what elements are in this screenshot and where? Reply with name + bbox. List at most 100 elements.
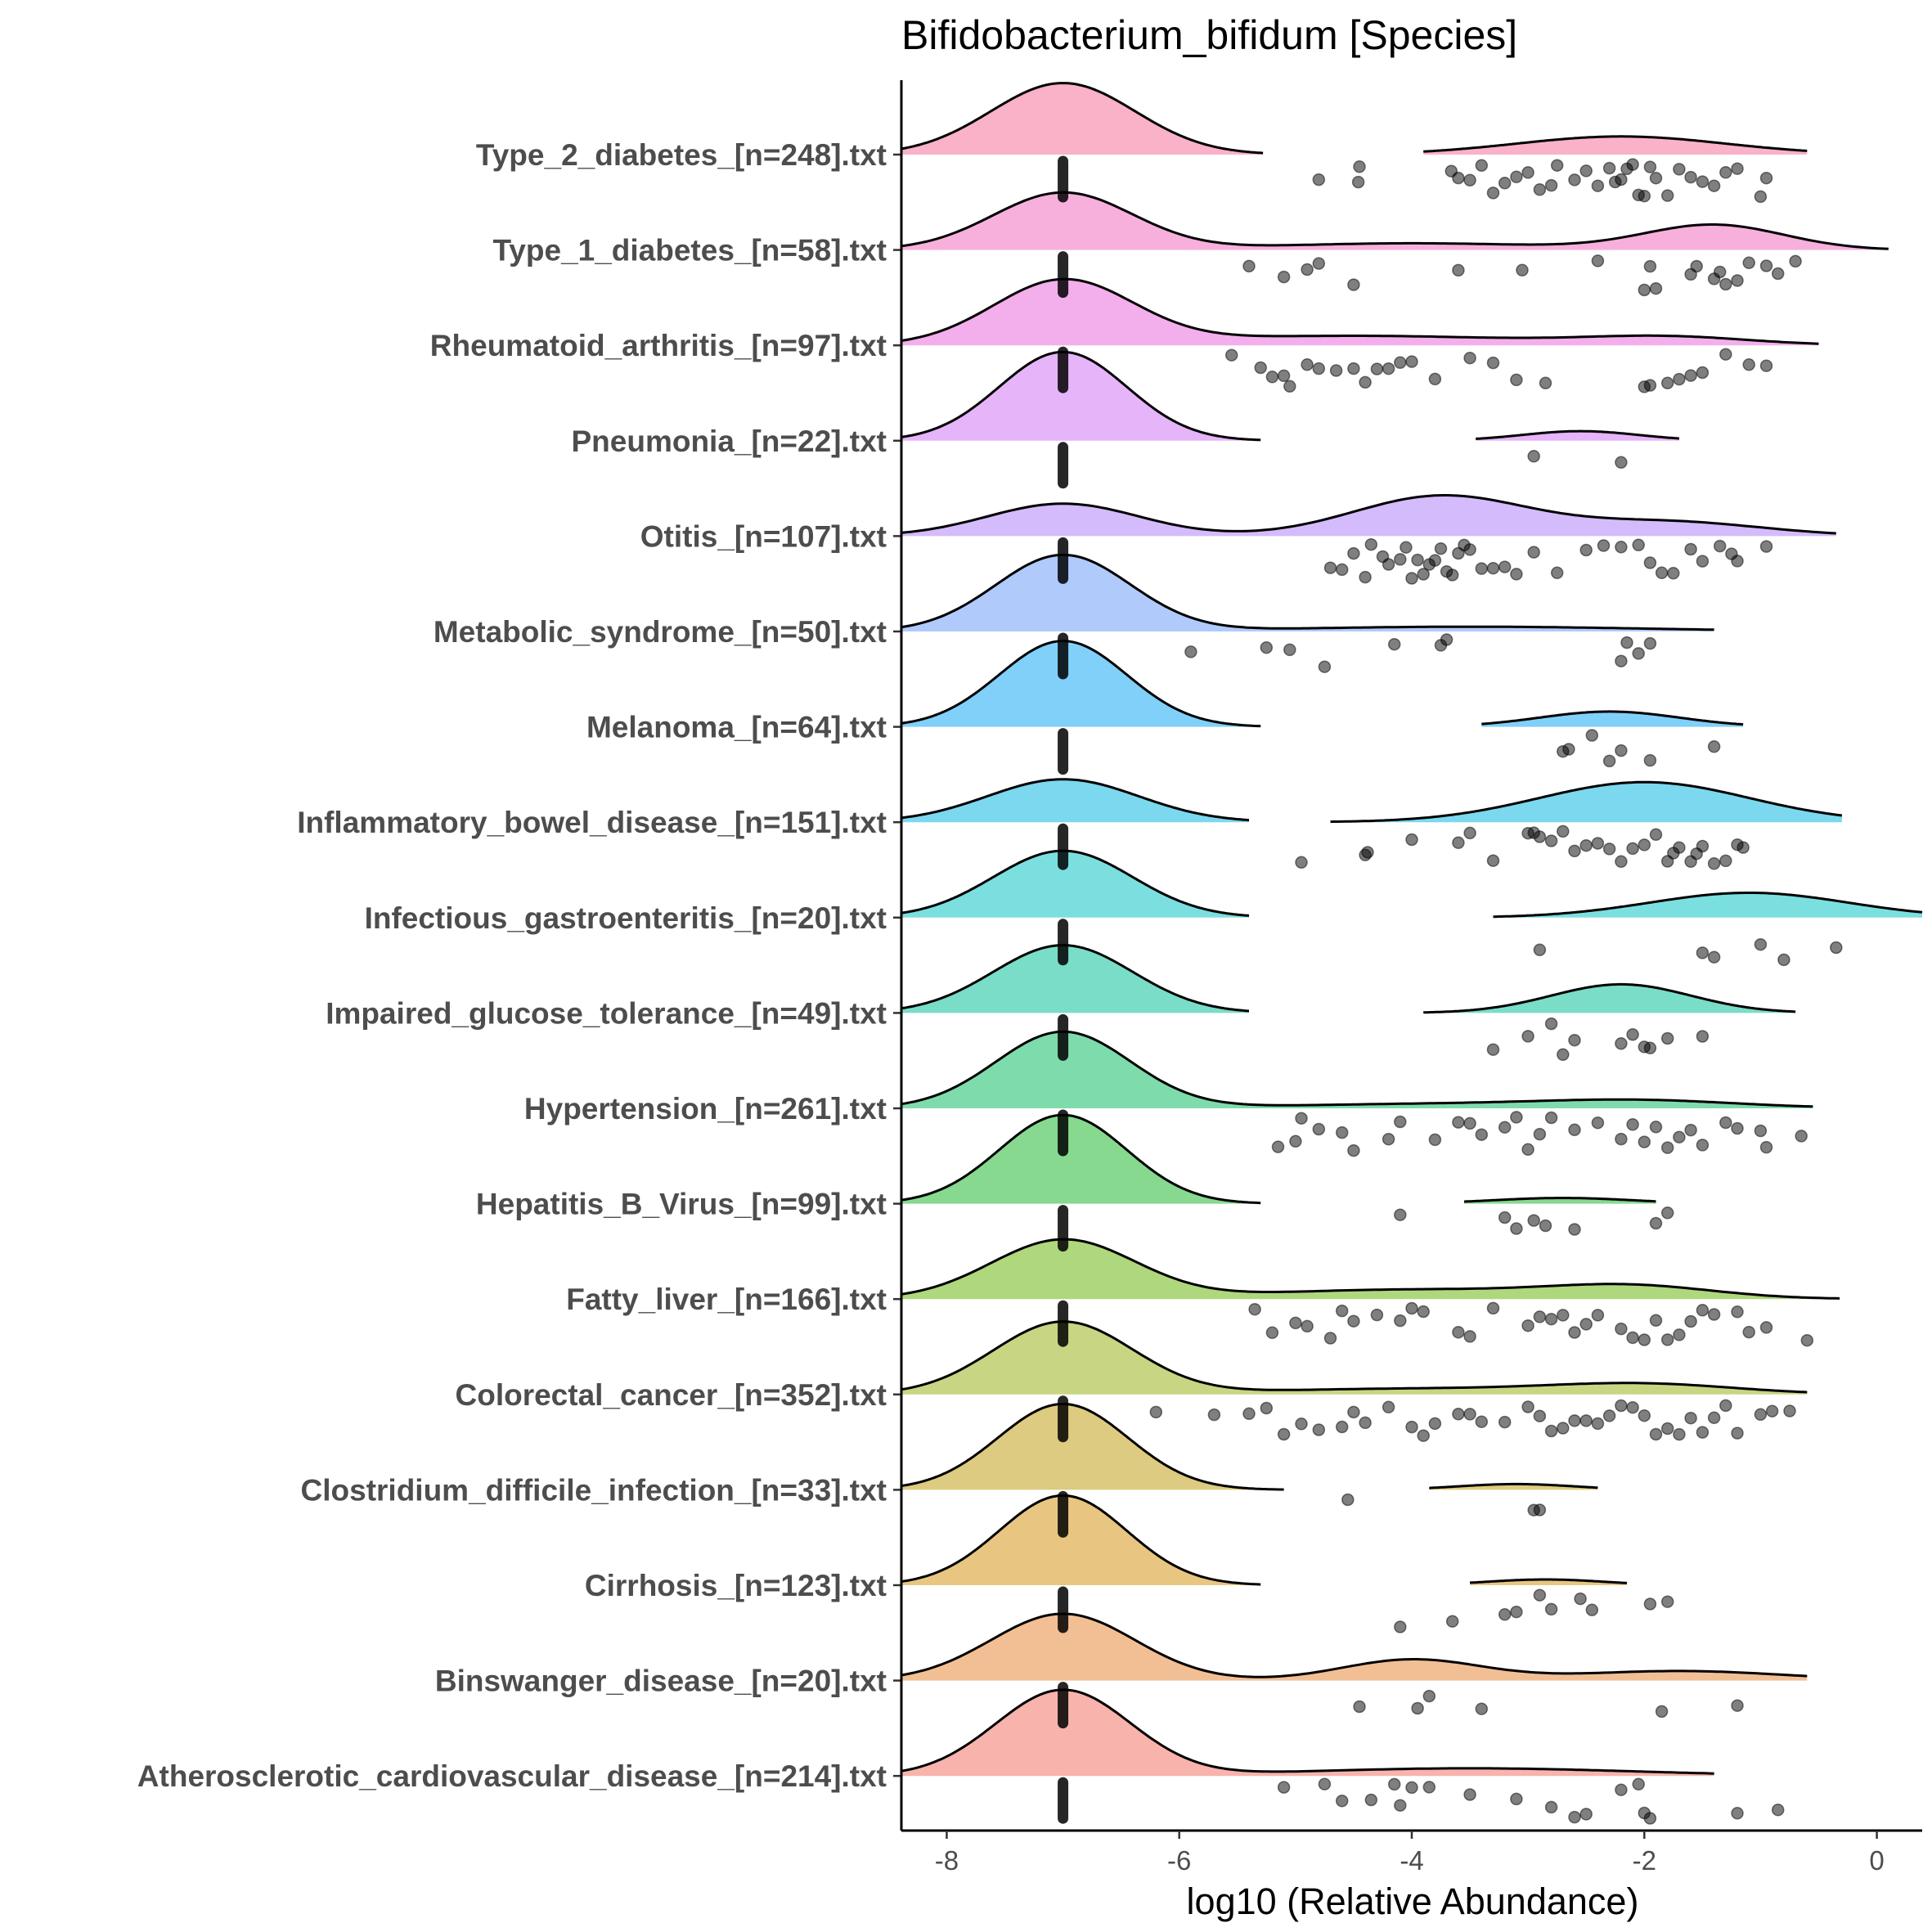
data-point bbox=[1353, 160, 1366, 173]
data-point bbox=[1742, 1325, 1755, 1339]
data-point bbox=[1323, 1332, 1337, 1345]
data-point bbox=[1533, 1409, 1547, 1422]
density-fill bbox=[1330, 782, 1842, 823]
density-fill bbox=[1423, 136, 1808, 155]
data-point bbox=[1400, 541, 1413, 554]
density-curve bbox=[901, 1494, 1261, 1586]
data-point bbox=[1265, 1326, 1279, 1340]
data-point bbox=[1463, 1117, 1476, 1130]
data-point bbox=[1649, 281, 1663, 295]
density-fill bbox=[901, 192, 1889, 250]
data-point bbox=[1696, 1304, 1710, 1317]
data-point bbox=[1428, 554, 1442, 567]
data-point bbox=[1510, 373, 1523, 387]
data-point bbox=[1382, 1132, 1395, 1146]
data-point bbox=[1550, 159, 1564, 172]
data-point bbox=[1533, 1127, 1547, 1141]
data-point bbox=[1394, 1620, 1407, 1633]
data-point bbox=[1602, 754, 1616, 768]
data-point bbox=[1463, 351, 1476, 365]
density-fill bbox=[901, 1115, 1261, 1204]
data-point bbox=[1713, 539, 1727, 553]
y-tick-label: Infectious_gastroenteritis_[n=20].txt bbox=[365, 901, 887, 935]
data-point bbox=[1754, 1408, 1768, 1422]
data-point bbox=[1579, 1318, 1593, 1331]
y-tick-label: Melanoma_[n=64].txt bbox=[586, 711, 887, 744]
data-point bbox=[1486, 854, 1500, 867]
data-point bbox=[1335, 1420, 1349, 1434]
data-point bbox=[1242, 1407, 1256, 1421]
data-point bbox=[1516, 263, 1529, 277]
data-point bbox=[1544, 1800, 1558, 1814]
data-point bbox=[1759, 1321, 1773, 1334]
data-point bbox=[1707, 740, 1721, 753]
data-point bbox=[1277, 270, 1291, 284]
data-point bbox=[1301, 358, 1314, 371]
data-point bbox=[1579, 1414, 1593, 1427]
data-point bbox=[1660, 1206, 1674, 1220]
data-point bbox=[1615, 855, 1628, 869]
data-point bbox=[1283, 380, 1296, 393]
data-point bbox=[1405, 1420, 1418, 1434]
data-point bbox=[1568, 1123, 1581, 1137]
data-point bbox=[1626, 842, 1639, 856]
data-point bbox=[1568, 1326, 1581, 1339]
data-point bbox=[1615, 173, 1628, 186]
data-point bbox=[1347, 1143, 1360, 1157]
data-point bbox=[1498, 177, 1512, 190]
data-point bbox=[1765, 1404, 1779, 1418]
data-point bbox=[1539, 376, 1552, 390]
data-point bbox=[1638, 283, 1651, 297]
data-point bbox=[1533, 943, 1547, 957]
data-point bbox=[1544, 834, 1558, 847]
density-curve bbox=[901, 553, 1714, 631]
data-point bbox=[1615, 1322, 1628, 1336]
data-point bbox=[1649, 1121, 1663, 1134]
data-point bbox=[1533, 183, 1547, 196]
data-point bbox=[1370, 1308, 1384, 1322]
density-layer bbox=[901, 82, 1923, 1777]
data-point bbox=[1655, 1705, 1669, 1719]
data-point bbox=[1463, 826, 1476, 840]
density-fill bbox=[1481, 711, 1744, 727]
data-point bbox=[1591, 837, 1605, 850]
data-point bbox=[1405, 355, 1418, 368]
data-point bbox=[1382, 558, 1395, 571]
data-point bbox=[1759, 259, 1773, 272]
data-point bbox=[1521, 1030, 1534, 1043]
data-point bbox=[1597, 539, 1611, 552]
data-point bbox=[1445, 568, 1459, 582]
data-point bbox=[1347, 278, 1360, 291]
y-tick-label: Binswanger_disease_[n=20].txt bbox=[435, 1665, 887, 1698]
data-point bbox=[1615, 1037, 1628, 1050]
data-point bbox=[1591, 1116, 1605, 1130]
y-tick-label: Cirrhosis_[n=123].txt bbox=[585, 1569, 887, 1602]
data-point bbox=[1649, 1216, 1663, 1230]
data-point bbox=[1486, 1043, 1500, 1056]
chart-title: Bifidobacterium_bifidum [Species] bbox=[901, 12, 1517, 58]
data-point bbox=[1638, 838, 1651, 851]
data-point bbox=[1452, 1116, 1465, 1129]
data-point bbox=[1394, 1799, 1407, 1812]
data-point bbox=[1626, 1400, 1639, 1414]
data-point bbox=[1289, 1316, 1302, 1330]
data-point bbox=[1521, 1400, 1534, 1413]
density-fill bbox=[1493, 892, 1922, 918]
data-point bbox=[1719, 1399, 1732, 1413]
data-point bbox=[1638, 189, 1651, 203]
data-point bbox=[1422, 1781, 1436, 1794]
data-point bbox=[1533, 1310, 1547, 1323]
data-point bbox=[1696, 555, 1710, 568]
data-point bbox=[1405, 1781, 1418, 1795]
data-point bbox=[1649, 171, 1663, 185]
data-point bbox=[1486, 561, 1500, 575]
data-point bbox=[1335, 1794, 1349, 1808]
data-point bbox=[1411, 553, 1424, 567]
data-point bbox=[1260, 640, 1274, 654]
density-curve bbox=[1330, 780, 1843, 824]
data-point bbox=[1660, 1031, 1674, 1045]
data-point bbox=[1568, 173, 1581, 186]
data-point bbox=[1615, 1783, 1628, 1796]
data-point bbox=[1510, 1222, 1523, 1235]
